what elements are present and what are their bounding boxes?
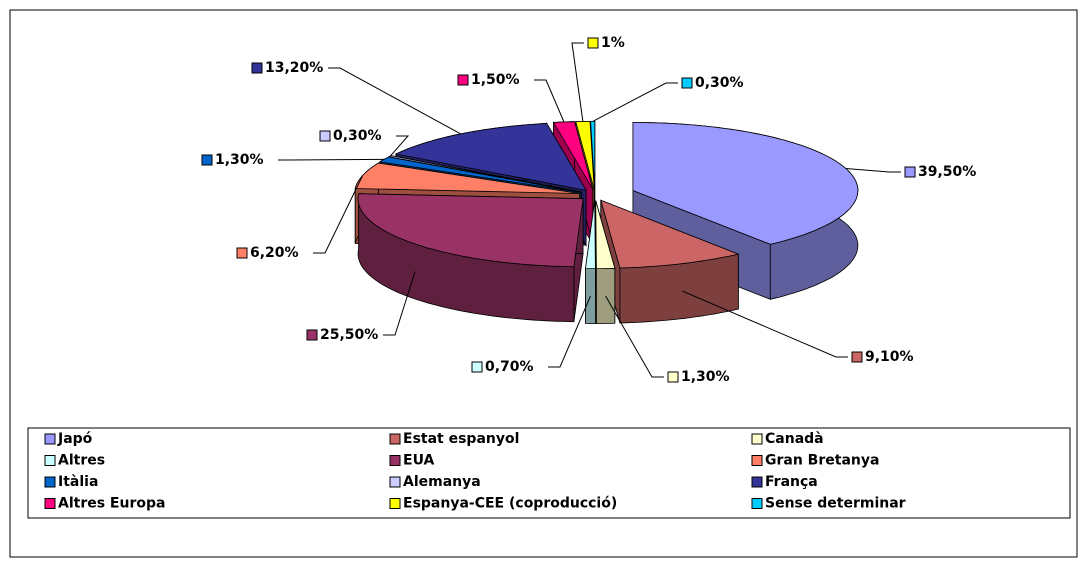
label-swatch [251, 62, 263, 74]
legend-label: Sense determinar [765, 496, 906, 512]
label-swatch [319, 130, 331, 142]
label-swatch [681, 77, 693, 89]
leader-line [313, 175, 364, 254]
legend-label: França [765, 474, 818, 490]
legend-label: EUA [403, 453, 435, 469]
leader-line [571, 42, 584, 122]
leader-line [592, 82, 678, 122]
label-swatch [236, 247, 248, 259]
legend-label: Altres Europa [58, 496, 165, 512]
leader-line [548, 295, 591, 368]
data-label: 0,30% [333, 128, 382, 144]
slice [357, 193, 584, 268]
legend-swatch [44, 476, 56, 488]
data-label: 9,10% [865, 349, 914, 365]
leader-line [682, 290, 848, 358]
data-label: 6,20% [250, 245, 299, 261]
legend-swatch [751, 498, 763, 509]
legend-swatch [44, 455, 56, 466]
slice [585, 200, 596, 270]
label-swatch [306, 329, 318, 341]
data-label: 0,70% [485, 359, 534, 375]
legend-swatch [751, 455, 763, 466]
label-swatch [904, 166, 916, 178]
legend-label: Gran Bretanya [765, 453, 879, 469]
data-label: 1,50% [471, 72, 520, 88]
leader-line [383, 271, 416, 336]
label-swatch [471, 361, 483, 373]
legend-swatch [389, 433, 401, 445]
slice [600, 199, 740, 269]
data-label: 1,30% [215, 152, 264, 168]
slice-side [596, 267, 616, 325]
leader-line [278, 158, 385, 161]
leader-line [328, 67, 461, 135]
data-label: 1% [601, 35, 625, 51]
pie [354, 120, 859, 325]
data-label: 13,20% [265, 60, 323, 76]
data-label: 25,50% [320, 327, 378, 343]
legend-label: Itàlia [58, 474, 98, 490]
label-swatch [851, 351, 863, 363]
legend-label: Espanya-CEE (coproducció) [403, 496, 617, 512]
legend-swatch [389, 498, 401, 509]
leader-line [389, 135, 410, 157]
slice [595, 200, 616, 270]
legend-swatch [751, 476, 763, 488]
leader-line [605, 295, 664, 378]
data-label: 1,30% [681, 369, 730, 385]
legend: Japó Estat espanyol Canadà Altres EUA Gran Br… [44, 431, 906, 512]
legend-swatch [389, 455, 401, 466]
leader-line [845, 168, 901, 173]
label-swatch [667, 371, 679, 383]
label-swatch [201, 154, 213, 166]
leader-line [534, 79, 565, 123]
legend-label: Estat espanyol [403, 431, 519, 447]
legend-label: Alemanya [403, 474, 481, 490]
label-swatch [587, 37, 599, 49]
data-label: 0,30% [695, 75, 744, 91]
legend-label: Canadà [765, 431, 824, 447]
data-label: 39,50% [918, 164, 976, 180]
legend-swatch [751, 433, 763, 445]
legend-label: Altres [58, 453, 105, 469]
label-swatch [457, 74, 469, 86]
legend-box [27, 427, 1071, 519]
legend-swatch [44, 498, 56, 509]
legend-label: Japó [57, 431, 93, 447]
labels: 39,50% 9,10% 1,30% 0,70% 25,50% 6,20% 1,30% 0,3… [201, 35, 976, 385]
legend-swatch [44, 433, 56, 445]
slice-side [585, 268, 596, 325]
legend-swatch [389, 476, 401, 488]
